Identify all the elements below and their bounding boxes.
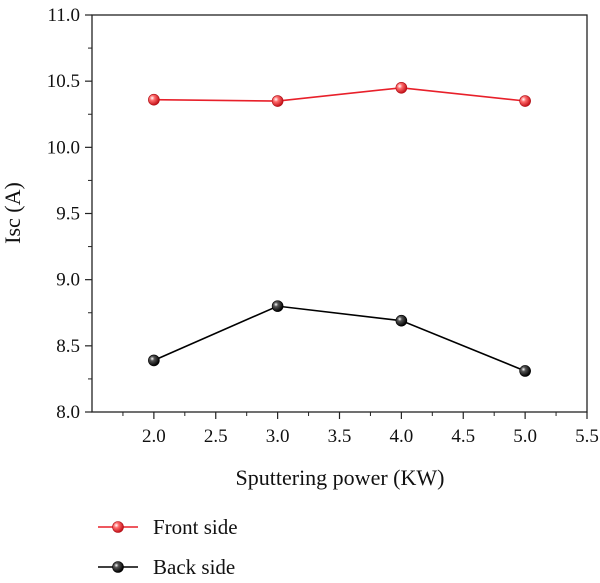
- x-tick-label: 4.0: [390, 426, 414, 447]
- legend-label-back-side: Back side: [153, 555, 235, 579]
- data-point-front-side: [148, 93, 160, 106]
- data-point-back-side: [148, 354, 160, 367]
- data-point-back-side: [519, 365, 531, 377]
- x-tick-label: 5.0: [513, 426, 537, 447]
- legend-marker-back-side: [112, 561, 124, 573]
- legend-marker-front-side: [112, 521, 124, 533]
- y-axis: 8.0 8.5 9.0 9.5 10.0 10.5 11.0: [47, 5, 92, 423]
- data-point-front-side: [519, 95, 531, 107]
- legend: Front side Back side: [98, 515, 238, 579]
- y-tick-label: 9.0: [56, 270, 80, 291]
- series-line-front-side: [153, 86, 526, 102]
- y-tick-label: 11.0: [47, 5, 80, 26]
- series-line-back-side: [153, 305, 526, 372]
- data-point-back-side: [395, 314, 408, 327]
- plot-area: [91, 14, 588, 413]
- data-point-front-side: [271, 95, 284, 107]
- x-tick-label: 5.5: [575, 426, 599, 447]
- y-tick-label: 9.5: [56, 204, 80, 225]
- x-tick-label: 3.5: [328, 426, 352, 447]
- x-tick-label: 3.0: [266, 426, 290, 447]
- plot-frame: [91, 14, 588, 413]
- legend-item-front-side: Front side: [98, 515, 238, 539]
- x-tick-label: 2.0: [142, 426, 166, 447]
- series-layer: [148, 81, 531, 377]
- x-axis-title: Sputtering power (KW): [236, 465, 445, 490]
- y-tick-label: 8.5: [56, 336, 80, 357]
- y-tick-label: 10.0: [47, 137, 80, 158]
- y-axis-title: Isc (A): [0, 182, 25, 244]
- data-point-front-side: [395, 81, 408, 94]
- y-tick-label: 8.0: [56, 402, 80, 423]
- x-axis: 2.0 2.5 3.0 3.5 4.0 4.5 5.0 5.5: [122, 412, 599, 447]
- data-point-back-side: [271, 300, 284, 312]
- legend-item-back-side: Back side: [98, 555, 235, 579]
- y-tick-label: 10.5: [47, 71, 80, 92]
- x-tick-label: 4.5: [451, 426, 475, 447]
- legend-label-front-side: Front side: [153, 515, 238, 539]
- x-tick-label: 2.5: [204, 426, 228, 447]
